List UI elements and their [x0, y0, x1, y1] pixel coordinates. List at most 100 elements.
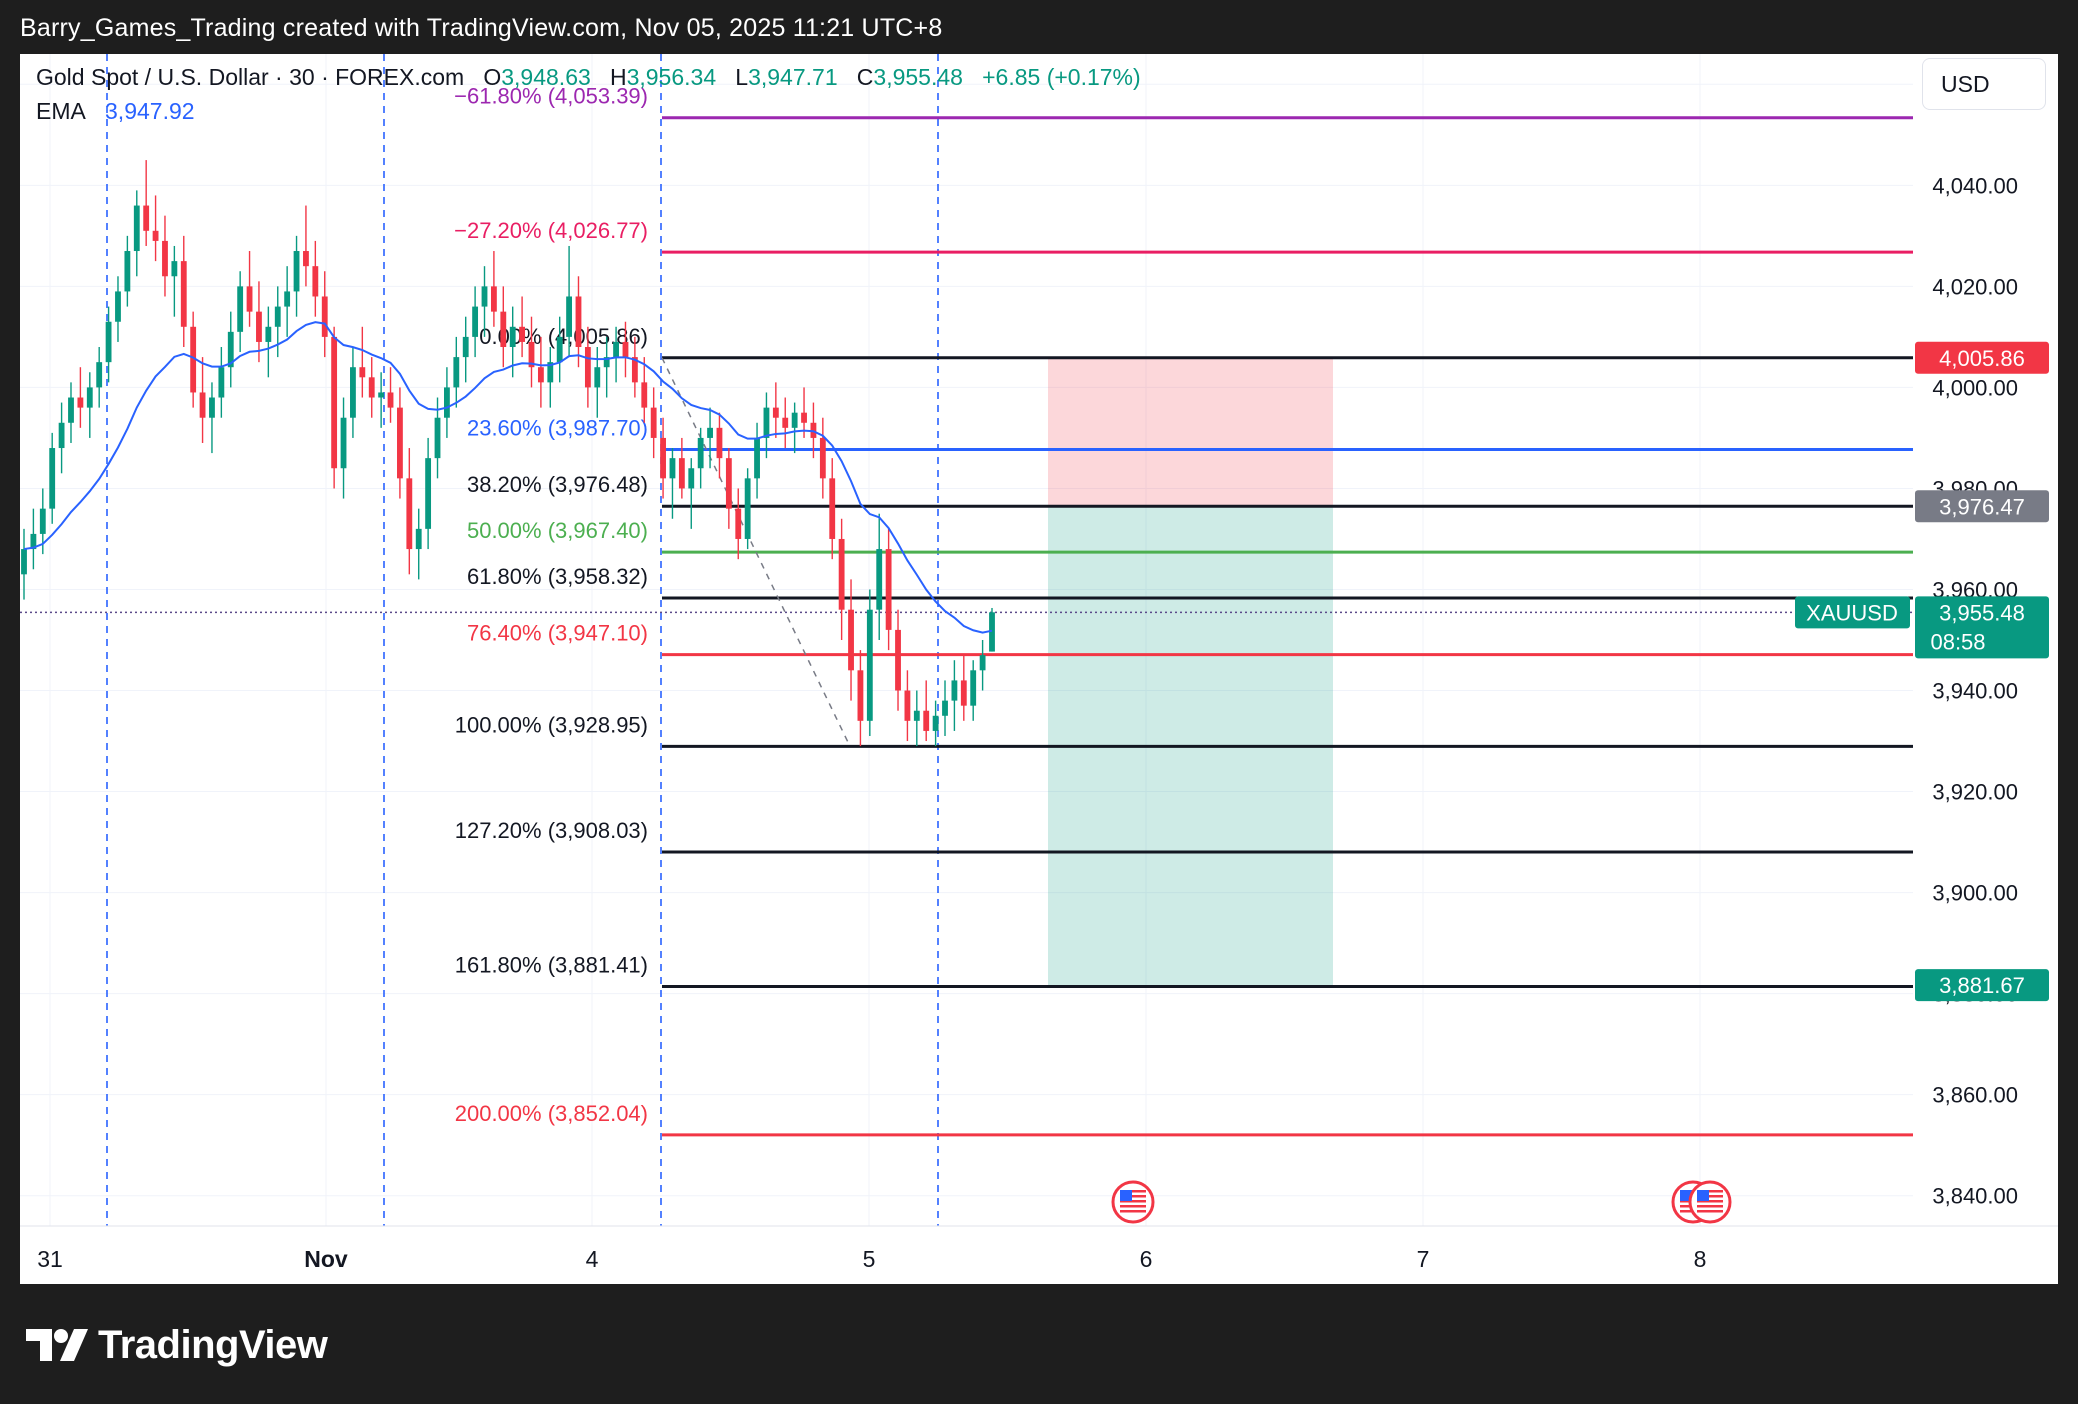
candle-body	[105, 321, 112, 363]
low-label: L	[735, 64, 749, 90]
candle-body	[490, 286, 497, 312]
candle-body	[725, 458, 732, 509]
candle-body	[434, 417, 441, 459]
y-tick-label: 4,020.00	[1932, 274, 2018, 299]
candle-body	[697, 437, 704, 469]
candle-body	[209, 397, 215, 418]
symbol-tag: XAUUSD	[1806, 600, 1898, 625]
high-value: 3,956.34	[626, 64, 717, 90]
price-label-1: 3,976.47	[1939, 494, 2025, 519]
candle-body	[152, 230, 159, 241]
fib-level-label: 61.80% (3,958.32)	[467, 564, 648, 589]
candle-body	[519, 326, 526, 342]
symbol-legend[interactable]: Gold Spot / U.S. Dollar · 30 · FOREX.com…	[36, 64, 1141, 91]
candle-body	[190, 326, 197, 393]
candle-body	[425, 458, 432, 529]
symbol-name[interactable]: Gold Spot / U.S. Dollar · 30 · FOREX.com	[36, 64, 465, 90]
fib-level-label: 50.00% (3,967.40)	[467, 518, 648, 543]
candle-body	[359, 367, 366, 378]
y-tick-label: 3,840.00	[1932, 1184, 2018, 1209]
open-value: 3,948.63	[501, 64, 591, 90]
candle-body	[39, 508, 46, 534]
candle-body	[895, 629, 901, 691]
x-tick-label: 4	[586, 1246, 599, 1272]
last-price-tag-bg	[1915, 596, 2049, 659]
chart-panel[interactable]: −61.80% (4,053.39) −27.20% (4,026.77) 0.00…	[20, 54, 2058, 1284]
candle-body	[763, 407, 770, 438]
flag-stripe	[1697, 1210, 1723, 1213]
stop-loss-zone	[1048, 357, 1333, 507]
candle-body	[829, 478, 836, 539]
price-label-0-bg	[1915, 341, 2049, 374]
header-title: Barry_Games_Trading created with Trading…	[20, 14, 943, 42]
candle-body	[443, 387, 450, 418]
fib-level-label: 38.20% (3,976.48)	[467, 472, 648, 497]
candle-body	[857, 670, 864, 721]
candle-body	[876, 549, 883, 610]
candle-body	[528, 341, 535, 368]
candle-body	[537, 367, 544, 383]
countdown-timer: 08:58	[1930, 629, 1985, 654]
us-event-icon[interactable]	[1688, 1180, 1732, 1224]
candle-body	[622, 341, 629, 358]
ema-label[interactable]: EMA	[36, 98, 86, 124]
candle-body	[500, 311, 507, 347]
candle-body	[932, 715, 939, 731]
fib-level-label: 127.20% (3,908.03)	[455, 818, 648, 843]
candle-body	[21, 549, 27, 575]
candle-body	[237, 286, 244, 332]
flag-canton	[1697, 1190, 1709, 1201]
candle-body	[49, 448, 56, 509]
candle-body	[30, 533, 37, 550]
candle-body	[453, 357, 460, 388]
candle-body	[556, 336, 563, 363]
fib-level-label: 23.60% (3,987.70)	[467, 416, 648, 441]
flag-canton	[1680, 1190, 1692, 1201]
candle-body	[547, 362, 554, 383]
flag-stripe	[1120, 1210, 1146, 1213]
high-label: H	[609, 64, 627, 90]
candle-body	[77, 397, 84, 408]
candle-body	[340, 417, 347, 469]
candle-body	[303, 251, 309, 267]
x-tick-label: 6	[1140, 1246, 1153, 1272]
y-tick-label: 3,940.00	[1932, 679, 2018, 704]
flag-stripe	[1120, 1190, 1146, 1193]
candle-body	[312, 266, 319, 297]
fib-level-label: 200.00% (3,852.04)	[455, 1101, 648, 1126]
candle-body	[331, 336, 338, 469]
tradingview-brand: TradingView	[98, 1322, 328, 1367]
fib-level-label: 0.00% (4,005.86)	[479, 324, 648, 349]
us-event-icon[interactable]	[1111, 1180, 1155, 1224]
candle-body	[133, 205, 140, 252]
price-chart[interactable]: −61.80% (4,053.39) −27.20% (4,026.77) 0.00…	[20, 54, 2058, 1284]
candle-body	[707, 427, 713, 438]
candle-body	[838, 538, 845, 610]
candle-body	[162, 240, 168, 277]
flag-stripe	[1697, 1190, 1723, 1193]
candle-body	[293, 251, 300, 292]
candle-body	[199, 392, 206, 418]
fibonacci-levels: −61.80% (4,053.39) −27.20% (4,026.77) 0.00…	[20, 84, 1913, 1137]
candle-body	[942, 700, 948, 716]
currency-button[interactable]: USD	[1922, 58, 2046, 110]
candle-body	[68, 397, 74, 423]
fib-level-label: −27.20% (4,026.77)	[454, 218, 648, 243]
candle-body	[848, 609, 854, 671]
candle-body	[801, 412, 807, 423]
candle-body	[115, 291, 121, 322]
candle-body	[96, 362, 103, 388]
candle-body	[218, 367, 225, 398]
candle-body	[979, 655, 986, 671]
candles	[21, 160, 995, 747]
ema-legend[interactable]: EMA 3,947.92	[36, 98, 195, 125]
tradingview-logo: TradingView	[24, 1320, 328, 1370]
candle-body	[397, 407, 403, 479]
grid-lines	[20, 54, 1913, 1226]
candle-body	[171, 261, 178, 277]
price-axis: 3,840.003,860.003,880.003,900.003,920.00…	[1795, 72, 2049, 1209]
change-value: +6.85 (+0.17%)	[982, 64, 1141, 90]
candle-body	[772, 407, 779, 418]
candle-body	[86, 387, 93, 408]
economic-events	[1111, 1180, 1732, 1224]
